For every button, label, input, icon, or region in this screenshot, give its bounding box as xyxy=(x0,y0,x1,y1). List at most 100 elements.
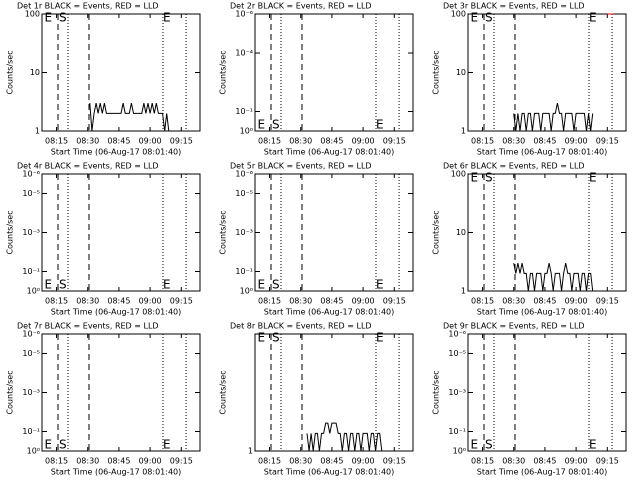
x-tick-label: 09:15 xyxy=(383,297,406,306)
x-tick-label: 08:45 xyxy=(533,137,556,146)
x-tick-label: 08:15 xyxy=(45,297,68,306)
x-tick-label: 08:30 xyxy=(289,137,312,146)
y-tick-label: 10⁻⁶ xyxy=(22,330,40,339)
panel-title: Det 2r BLACK = Events, RED = LLD xyxy=(230,2,372,11)
x-axis-label: Start Time (06-Aug-17 08:01:40) xyxy=(264,468,395,477)
annotation: E xyxy=(163,11,171,25)
y-tick-label: 10⁻¹ xyxy=(448,427,466,436)
x-tick-label: 09:15 xyxy=(170,137,193,146)
y-tick-label: 10 xyxy=(456,228,466,237)
x-tick-label: 09:00 xyxy=(352,457,375,466)
y-tick-label: 10⁰ xyxy=(27,287,40,296)
x-tick-label: 08:15 xyxy=(258,297,281,306)
y-tick-label: 10⁻³ xyxy=(235,228,253,237)
x-tick-label: 09:15 xyxy=(596,457,619,466)
y-tick-label: 100 xyxy=(451,10,466,19)
y-tick-label: 10⁰ xyxy=(27,447,40,456)
y-axis-label: Counts/sec xyxy=(6,50,15,94)
y-tick-label: 10⁻¹ xyxy=(235,267,253,276)
panel-title: Det 3r BLACK = Events, RED = LLD xyxy=(443,2,585,11)
x-tick-label: 08:30 xyxy=(76,457,99,466)
series-line xyxy=(306,422,383,452)
y-tick-label: 10⁻⁴ xyxy=(235,49,253,58)
annotation: S xyxy=(59,438,67,452)
x-tick-label: 09:15 xyxy=(383,457,406,466)
annotation: E xyxy=(470,11,478,25)
x-axis-label: Start Time (06-Aug-17 08:01:40) xyxy=(264,308,395,317)
x-tick-label: 08:15 xyxy=(45,137,68,146)
annotation: E xyxy=(589,11,597,25)
y-axis-label: Counts/sec xyxy=(432,370,441,414)
y-tick-label: 100 xyxy=(451,170,466,179)
annotation: E xyxy=(257,278,265,292)
x-tick-label: 09:00 xyxy=(565,137,588,146)
annotation: E xyxy=(470,171,478,185)
x-tick-label: 09:15 xyxy=(170,457,193,466)
y-tick-label: 1 xyxy=(248,447,253,456)
y-tick-label: 10 xyxy=(30,68,40,77)
x-tick-label: 08:45 xyxy=(320,457,343,466)
x-tick-label: 08:15 xyxy=(45,457,68,466)
annotation: S xyxy=(272,118,280,132)
panel-title: Det 7r BLACK = Events, RED = LLD xyxy=(17,322,159,331)
annotation: E xyxy=(44,438,52,452)
x-axis-label: Start Time (06-Aug-17 08:01:40) xyxy=(51,308,182,317)
y-axis-label: Counts/sec xyxy=(6,370,15,414)
x-tick-label: 09:00 xyxy=(139,297,162,306)
annotation: S xyxy=(485,171,493,185)
annotation: E xyxy=(163,278,171,292)
y-axis-label: Counts/sec xyxy=(219,50,228,94)
annotation: E xyxy=(376,118,384,132)
x-tick-label: 08:30 xyxy=(289,457,312,466)
panel-title: Det 5r BLACK = Events, RED = LLD xyxy=(230,162,372,171)
x-tick-label: 08:45 xyxy=(107,457,130,466)
x-tick-label: 09:15 xyxy=(596,137,619,146)
y-tick-label: 1 xyxy=(461,127,466,136)
x-tick-label: 08:45 xyxy=(107,137,130,146)
annotation: E xyxy=(257,331,265,345)
y-tick-label: 10⁻¹ xyxy=(22,427,40,436)
y-tick-label: 10⁻⁶ xyxy=(22,170,40,179)
y-tick-label: 10⁻³ xyxy=(22,388,40,397)
x-tick-label: 08:15 xyxy=(471,297,494,306)
x-tick-label: 09:00 xyxy=(352,137,375,146)
series-line xyxy=(513,263,594,292)
annotation: E xyxy=(44,11,52,25)
plot-frame xyxy=(254,13,414,132)
x-tick-label: 08:45 xyxy=(107,297,130,306)
x-tick-label: 09:00 xyxy=(565,457,588,466)
y-tick-label: 10⁻⁵ xyxy=(22,189,40,198)
y-axis-label: Counts/sec xyxy=(219,210,228,254)
y-axis-label: Counts/sec xyxy=(432,210,441,254)
y-tick-label: 1 xyxy=(35,127,40,136)
y-tick-label: 10⁻⁵ xyxy=(235,189,253,198)
x-axis-label: Start Time (06-Aug-17 08:01:40) xyxy=(477,468,608,477)
panel-title: Det 8r BLACK = Events, RED = LLD xyxy=(230,322,372,331)
annotation: S xyxy=(59,11,67,25)
y-tick-label: 10⁻¹ xyxy=(235,107,253,116)
annotation: E xyxy=(589,171,597,185)
annotation: S xyxy=(272,331,280,345)
y-tick-label: 1 xyxy=(461,287,466,296)
panel-title: Det 4r BLACK = Events, RED = LLD xyxy=(17,162,159,171)
x-tick-label: 09:00 xyxy=(352,297,375,306)
annotation: E xyxy=(44,278,52,292)
x-tick-label: 08:30 xyxy=(502,297,525,306)
annotation: S xyxy=(59,278,67,292)
x-axis-label: Start Time (06-Aug-17 08:01:40) xyxy=(51,148,182,157)
x-tick-label: 09:15 xyxy=(383,137,406,146)
annotation: S xyxy=(272,278,280,292)
x-tick-label: 08:15 xyxy=(258,457,281,466)
y-tick-label: 10 xyxy=(456,68,466,77)
x-tick-label: 08:45 xyxy=(320,137,343,146)
x-tick-label: 09:00 xyxy=(565,297,588,306)
x-tick-label: 08:15 xyxy=(258,137,281,146)
x-tick-label: 09:00 xyxy=(139,137,162,146)
x-tick-label: 09:00 xyxy=(139,457,162,466)
x-axis-label: Start Time (06-Aug-17 08:01:40) xyxy=(51,468,182,477)
x-tick-label: 08:15 xyxy=(471,137,494,146)
x-tick-label: 08:45 xyxy=(320,297,343,306)
y-tick-label: 10⁰ xyxy=(240,287,253,296)
